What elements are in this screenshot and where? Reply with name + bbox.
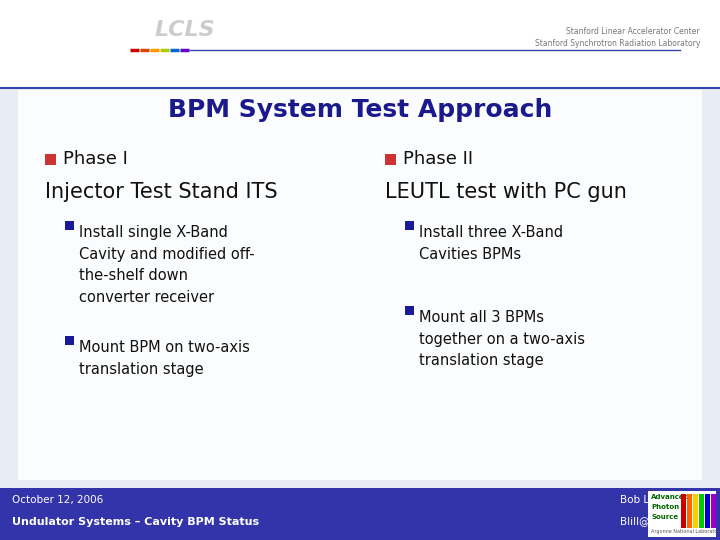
Bar — [681, 494, 686, 528]
Text: Argonne National Laboratory: Argonne National Laboratory — [651, 529, 720, 534]
Text: Phase I: Phase I — [63, 150, 128, 168]
Bar — [711, 494, 716, 528]
Text: Advanced: Advanced — [651, 494, 690, 500]
Text: Photon: Photon — [651, 504, 679, 510]
Bar — [65, 221, 74, 230]
Text: Install three X-Band
Cavities BPMs: Install three X-Band Cavities BPMs — [419, 225, 563, 261]
Bar — [0, 488, 720, 540]
Bar — [65, 336, 74, 345]
Text: Install single X-Band
Cavity and modified off-
the-shelf down
converter receiver: Install single X-Band Cavity and modifie… — [79, 225, 255, 305]
Text: BPM System Test Approach: BPM System Test Approach — [168, 98, 552, 122]
Bar — [699, 494, 704, 528]
Text: October 12, 2006: October 12, 2006 — [12, 495, 103, 505]
Bar — [705, 494, 710, 528]
Bar — [648, 491, 716, 537]
Text: LEUTL test with PC gun: LEUTL test with PC gun — [385, 182, 627, 202]
Text: Stanford Linear Accelerator Center: Stanford Linear Accelerator Center — [567, 28, 700, 37]
Text: Mount BPM on two-axis
translation stage: Mount BPM on two-axis translation stage — [79, 340, 250, 376]
Text: Mount all 3 BPMs
together on a two-axis
translation stage: Mount all 3 BPMs together on a two-axis … — [419, 310, 585, 368]
Bar — [0, 0, 720, 88]
Bar — [45, 154, 56, 165]
Bar — [18, 90, 702, 480]
Bar — [385, 154, 396, 165]
Bar — [405, 306, 414, 315]
Text: Stanford Synchrotron Radiation Laboratory: Stanford Synchrotron Radiation Laborator… — [535, 39, 700, 49]
Bar — [687, 494, 692, 528]
Text: Injector Test Stand ITS: Injector Test Stand ITS — [45, 182, 278, 202]
Text: Bob Lill: Bob Lill — [620, 495, 658, 505]
Text: Phase II: Phase II — [403, 150, 473, 168]
Text: Blill@aps.anl.gov: Blill@aps.anl.gov — [620, 517, 710, 527]
Bar — [405, 221, 414, 230]
Text: Source: Source — [651, 514, 678, 520]
Text: Undulator Systems – Cavity BPM Status: Undulator Systems – Cavity BPM Status — [12, 517, 259, 527]
Text: LCLS: LCLS — [155, 20, 215, 40]
Bar — [693, 494, 698, 528]
